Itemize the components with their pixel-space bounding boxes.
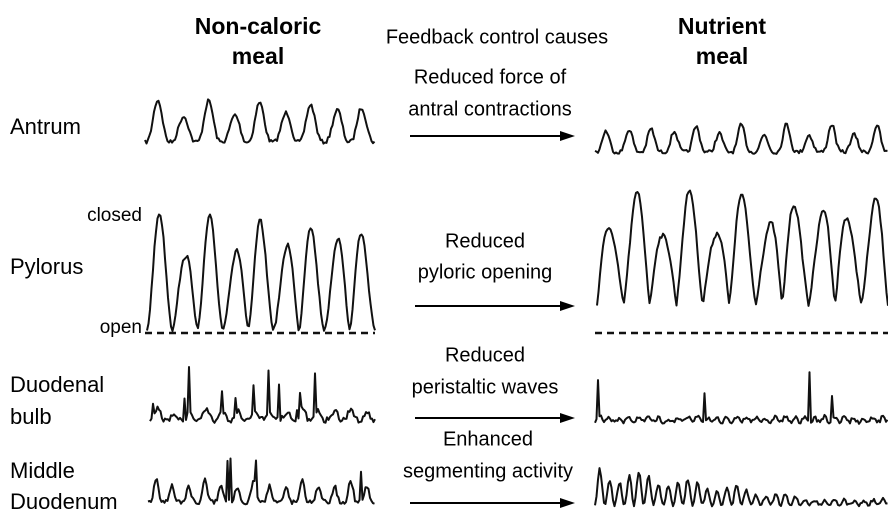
trace	[144, 98, 376, 145]
traces	[144, 98, 888, 508]
row-label: Duodenal	[10, 372, 104, 397]
trace	[147, 457, 375, 506]
trace	[594, 371, 888, 425]
open-mark: open	[100, 317, 142, 338]
arrow-head	[560, 301, 575, 311]
header-right: meal	[696, 43, 748, 69]
effect: segmenting activity	[403, 460, 573, 482]
trace	[594, 122, 888, 155]
header-left: Non-caloric	[195, 13, 322, 39]
effect: Enhanced	[443, 428, 533, 450]
effect: pyloric opening	[418, 261, 553, 283]
arrow-head	[560, 413, 575, 423]
effect: Reduced	[445, 230, 525, 252]
effect: antral contractions	[408, 98, 571, 120]
trace	[596, 189, 888, 307]
arrows	[410, 131, 575, 508]
row-label: Duodenum	[10, 489, 118, 513]
closed-mark: closed	[87, 205, 142, 226]
row-label: Middle	[10, 458, 75, 483]
row-label: Antrum	[10, 114, 81, 139]
trace	[594, 467, 888, 508]
trace	[146, 213, 376, 332]
trace	[149, 366, 376, 424]
row-label: Pylorus	[10, 254, 83, 279]
header-right: Nutrient	[678, 13, 767, 39]
arrow-head	[560, 498, 575, 508]
arrow-head	[560, 131, 575, 141]
header-left: meal	[232, 43, 284, 69]
row-label: bulb	[10, 404, 52, 429]
header-middle: Feedback control causes	[386, 26, 608, 48]
effect: Reduced	[445, 344, 525, 366]
effect: peristaltic waves	[412, 376, 559, 398]
effect: Reduced force of	[414, 66, 567, 88]
